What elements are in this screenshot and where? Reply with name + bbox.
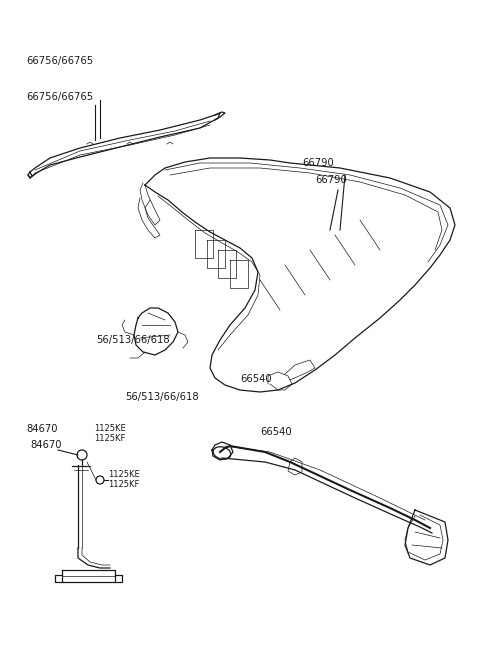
Text: 66756/66765: 66756/66765 [26,56,94,66]
Text: 56/513/66/618: 56/513/66/618 [96,335,169,345]
Text: 66540: 66540 [240,374,272,384]
Text: 66540: 66540 [260,427,292,437]
Text: 66790: 66790 [302,158,334,168]
Text: 56/513/66/618: 56/513/66/618 [125,392,199,402]
Text: 1125KE
1125KF: 1125KE 1125KF [94,424,125,443]
Text: 66790: 66790 [315,175,347,185]
Text: 66756/66765: 66756/66765 [26,92,93,102]
Text: 84670: 84670 [30,440,61,450]
Text: 84670: 84670 [26,424,58,434]
Text: 1125KE
1125KF: 1125KE 1125KF [108,470,140,489]
